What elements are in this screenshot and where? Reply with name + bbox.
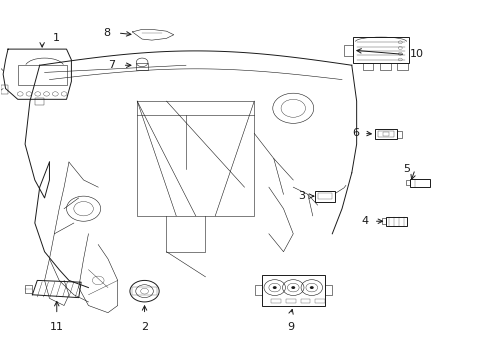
Bar <box>396 63 407 69</box>
Text: 9: 9 <box>286 321 294 332</box>
Text: 8: 8 <box>103 28 110 38</box>
Circle shape <box>309 286 313 289</box>
Bar <box>261 275 325 306</box>
Bar <box>382 132 388 136</box>
Bar <box>409 179 429 187</box>
Bar <box>271 298 281 303</box>
Bar <box>314 191 334 202</box>
Circle shape <box>272 286 276 289</box>
Text: 4: 4 <box>361 216 368 226</box>
Text: 6: 6 <box>351 129 358 138</box>
Bar <box>254 285 261 296</box>
Text: 7: 7 <box>108 60 115 70</box>
Bar <box>132 287 157 295</box>
Bar <box>386 217 406 226</box>
Bar <box>317 193 331 199</box>
Bar <box>374 129 396 139</box>
Bar <box>136 63 148 69</box>
Bar <box>344 45 352 55</box>
Bar <box>406 180 409 185</box>
Bar <box>285 298 295 303</box>
Bar <box>137 101 254 216</box>
Circle shape <box>291 286 295 289</box>
Bar <box>396 131 402 138</box>
Bar <box>35 98 43 105</box>
Bar <box>325 285 331 296</box>
Bar <box>0 85 8 94</box>
Text: 10: 10 <box>409 49 424 59</box>
Bar <box>300 298 310 303</box>
Bar <box>24 285 32 293</box>
Bar <box>379 63 390 69</box>
Text: 11: 11 <box>50 321 63 332</box>
Bar <box>18 65 66 85</box>
Text: 5: 5 <box>403 164 409 174</box>
Text: 3: 3 <box>298 191 305 201</box>
Bar <box>377 131 393 137</box>
Bar <box>352 37 408 63</box>
Text: 1: 1 <box>53 33 60 43</box>
Text: 2: 2 <box>141 321 148 332</box>
Bar <box>315 298 325 303</box>
Bar <box>381 219 386 224</box>
Bar <box>362 63 373 69</box>
